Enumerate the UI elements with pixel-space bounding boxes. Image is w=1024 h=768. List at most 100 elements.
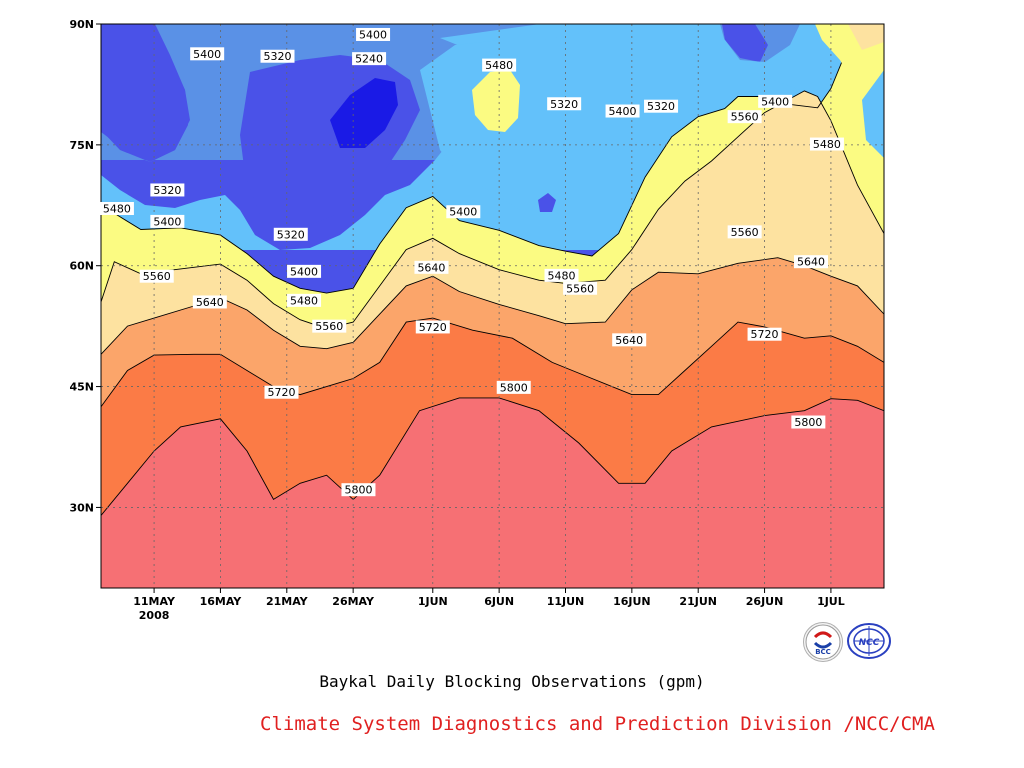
contour-label: 5400 [153, 215, 181, 228]
contour-label: 5560 [566, 282, 594, 295]
contour-label: 5320 [550, 98, 578, 111]
x-tick-label: 6JUN [484, 595, 514, 608]
contour-label-box [139, 269, 174, 283]
contour-label: 5720 [267, 386, 295, 399]
low-ne3 [722, 24, 768, 62]
high-5480-a [472, 70, 520, 132]
contour-label-box [150, 214, 185, 228]
y-tick-label: 60N [69, 260, 94, 273]
contour-label: 5640 [797, 256, 825, 269]
contour-label-box [644, 99, 679, 113]
svg-text:BCC: BCC [815, 648, 831, 656]
y-tick-label: 45N [69, 381, 94, 394]
contour-label: 5800 [794, 416, 822, 429]
contour-line-5720 [101, 317, 884, 407]
contour-label-box [192, 295, 227, 309]
contour-label-box [758, 94, 793, 108]
contour-label: 5400 [290, 265, 318, 278]
contour-label: 5400 [193, 48, 221, 61]
high-5640-f [730, 195, 758, 220]
ncc-logo: NCC [846, 622, 892, 660]
contour-label-box [99, 202, 134, 216]
contour-label: 5640 [615, 334, 643, 347]
contour-label: 5720 [751, 328, 779, 341]
contour-label-box [791, 415, 826, 429]
contour-label-box [341, 483, 376, 497]
contour-label: 5320 [647, 100, 675, 113]
contour-label-box [312, 319, 347, 333]
contour-label: 5320 [264, 50, 292, 63]
contour-label-box [547, 97, 582, 111]
contour-label-box [150, 183, 185, 197]
x-tick-label: 26MAY [332, 595, 375, 608]
x-year-label: 2008 [139, 609, 170, 622]
contour-label: 5320 [153, 184, 181, 197]
contour-label-box [612, 333, 647, 347]
contour-label: 5480 [813, 138, 841, 151]
contour-label: 5400 [359, 28, 387, 41]
contour-label-box [482, 58, 517, 72]
contour-label: 5640 [417, 261, 445, 274]
contour-label: 5640 [196, 296, 224, 309]
y-tick-label: 90N [69, 18, 94, 31]
contour-label: 5800 [500, 381, 528, 394]
low-core [330, 78, 398, 148]
y-tick-label: 75N [69, 139, 94, 152]
contour-label-box [605, 104, 640, 118]
contour-label-box [809, 137, 844, 151]
contour-label: 5800 [344, 484, 372, 497]
contour-label-box [794, 255, 829, 269]
contour-label: 5320 [277, 228, 305, 241]
y-axis: 30N 45N 60N 75N 90N [69, 18, 101, 514]
contour-label-box [287, 293, 322, 307]
contour-label-box [747, 327, 782, 341]
x-tick-label: 21MAY [266, 595, 309, 608]
contour-label-box [446, 205, 481, 219]
contour-label-box [496, 380, 531, 394]
x-axis: 11MAY 16MAY 21MAY 26MAY 1JUN 6JUN 11JUN 16JUN 21… [133, 588, 845, 622]
contour-label: 5240 [355, 53, 383, 66]
contour-label: 5560 [315, 320, 343, 333]
contour-label-box [287, 264, 322, 278]
credit-line: Climate System Diagnostics and Predictio… [260, 713, 935, 735]
x-tick-label: 11MAY [133, 595, 176, 608]
x-tick-label: 16MAY [200, 595, 243, 608]
fill-above-5800 [101, 397, 884, 588]
contour-label: 5480 [548, 269, 576, 282]
contour-label-box [727, 110, 762, 124]
contour-label-box [415, 320, 450, 334]
contour-label-box [260, 49, 295, 63]
x-tick-label: 11JUN [547, 595, 585, 608]
contour-label: 5560 [731, 111, 759, 124]
contour-label-box [352, 52, 387, 66]
contour-label: 5480 [290, 294, 318, 307]
contour-label-box [356, 27, 391, 41]
chart-title: Baykal Daily Blocking Observations (gpm) [319, 672, 705, 691]
y-tick-label: 30N [69, 501, 94, 514]
x-tick-label: 21JUN [679, 595, 717, 608]
x-tick-label: 26JUN [746, 595, 784, 608]
contour-label: 5560 [731, 226, 759, 239]
low-west [101, 24, 188, 162]
contour-label-box [727, 225, 762, 239]
contour-label: 5560 [143, 270, 171, 283]
x-tick-label: 1JUN [418, 595, 448, 608]
contour-label-box [190, 47, 225, 61]
low-5320-e [538, 193, 556, 212]
high-5480-d [862, 70, 884, 158]
contour-label-box [563, 281, 598, 295]
bcc-logo: BCC [803, 622, 843, 662]
x-tick-label: 16JUN [613, 595, 651, 608]
contour-label: 5400 [449, 206, 477, 219]
contour-label: 5480 [103, 203, 131, 216]
contour-label-box [544, 268, 579, 282]
contour-label: 5720 [419, 321, 447, 334]
high-5560-c [848, 24, 884, 50]
plot-frame [100, 23, 885, 589]
svg-text:NCC: NCC [859, 638, 880, 648]
contour-label-box [414, 260, 449, 274]
contour-label: 5400 [761, 95, 789, 108]
x-tick-label: 1JUL [817, 595, 845, 608]
